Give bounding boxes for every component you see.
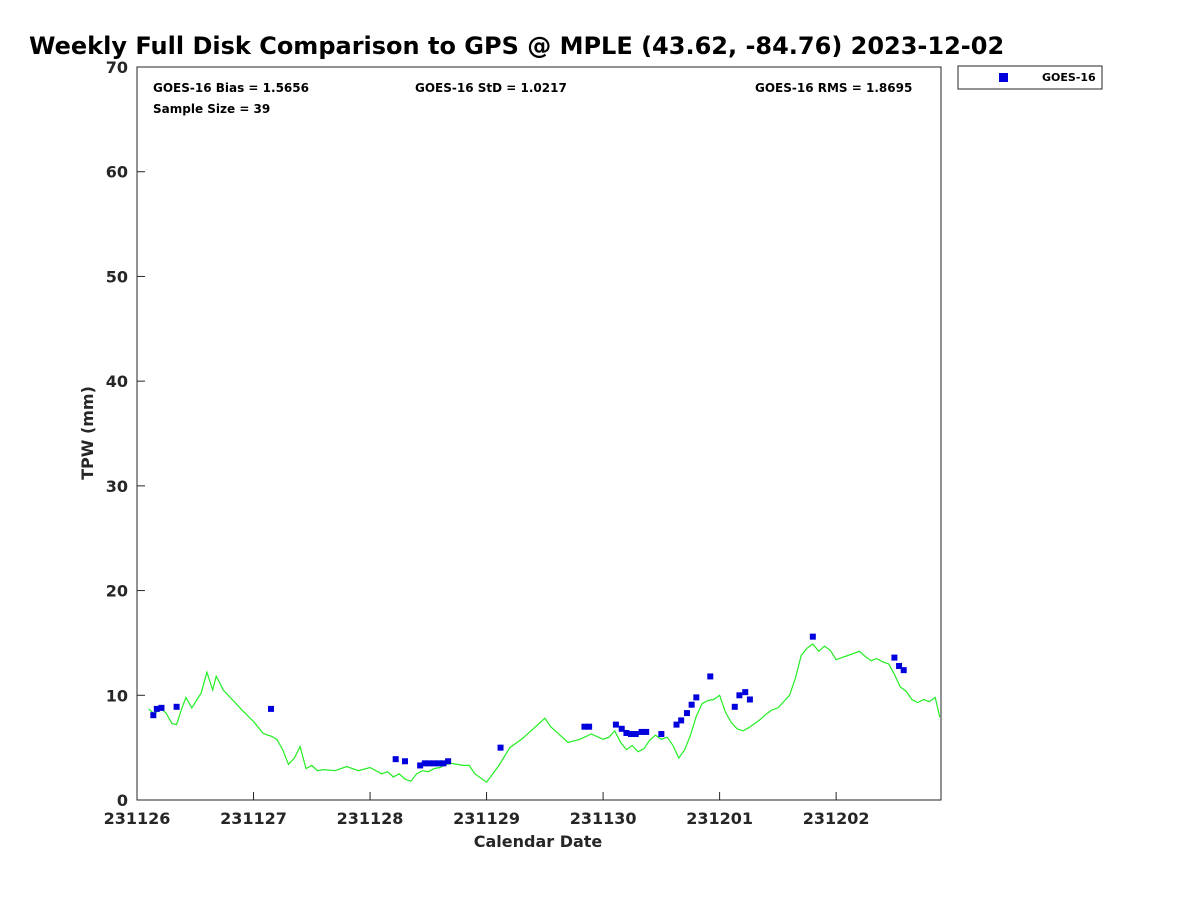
goes-16-point	[426, 760, 433, 767]
y-tick-label: 70	[106, 58, 128, 77]
x-tick-label: 231130	[570, 809, 637, 828]
x-tick-label: 231126	[104, 809, 171, 828]
rms-stat: GOES-16 RMS = 1.8695	[755, 81, 912, 95]
chart-title: Weekly Full Disk Comparison to GPS @ MPL…	[29, 32, 1004, 60]
goes-16-point	[612, 721, 619, 728]
x-tick-label: 231128	[337, 809, 404, 828]
sample-size-stat: Sample Size = 39	[153, 102, 270, 116]
bias-stat: GOES-16 Bias = 1.5656	[153, 81, 309, 95]
legend-box	[957, 65, 1103, 90]
legend-marker-goes-16	[999, 73, 1008, 82]
legend-label-goes-16: GOES-16	[1042, 71, 1096, 84]
goes-16-point	[150, 712, 157, 719]
y-tick-label: 40	[106, 372, 128, 391]
goes-16-point	[632, 731, 639, 738]
gps-line	[148, 643, 941, 784]
goes-16-point	[688, 701, 695, 708]
goes-16-point	[900, 667, 907, 674]
goes-16-point	[497, 744, 504, 751]
x-axis-label: Calendar Date	[474, 832, 603, 851]
y-tick-label: 60	[106, 163, 128, 182]
goes-16-point	[678, 717, 685, 724]
goes-16-point	[153, 705, 160, 712]
axes-frame	[136, 66, 942, 801]
goes-16-point	[638, 728, 645, 735]
y-tick-label: 30	[106, 477, 128, 496]
x-tick-label: 231201	[686, 809, 753, 828]
goes-16-point	[707, 673, 714, 680]
goes-16-point	[628, 731, 635, 738]
goes-16-point	[581, 723, 588, 730]
x-axis: 231126 231127 231128 231129 231130 231201 2312…	[104, 792, 870, 828]
goes-16-point	[809, 633, 816, 640]
goes-16-point	[746, 696, 753, 703]
x-tick-label: 231127	[220, 809, 287, 828]
goes-16-point	[742, 689, 749, 696]
goes-16-point	[643, 728, 650, 735]
goes-16-point	[731, 703, 738, 710]
gps-series	[148, 643, 941, 784]
x-tick-label: 231202	[803, 809, 870, 828]
goes-16-point	[683, 710, 690, 717]
y-axis-label: TPW (mm)	[78, 386, 97, 480]
goes-16-point	[891, 654, 898, 661]
goes-16-point	[173, 703, 180, 710]
goes-16-point	[417, 762, 424, 769]
y-tick-label: 10	[106, 686, 128, 705]
goes-16-point	[431, 760, 438, 767]
goes-16-point	[673, 721, 680, 728]
goes-16-series	[150, 633, 907, 769]
goes-16-point	[158, 704, 165, 711]
goes-16-point	[693, 694, 700, 701]
goes-16-point	[392, 756, 399, 763]
y-axis: 0 10 20 30 40 50 60 70	[106, 58, 145, 810]
y-tick-label: 20	[106, 582, 128, 601]
goes-16-point	[402, 758, 408, 765]
legend: GOES-16	[957, 65, 1103, 90]
std-stat: GOES-16 StD = 1.0217	[415, 81, 567, 95]
goes-16-point	[440, 760, 447, 767]
goes-16-point	[435, 760, 442, 767]
goes-16-point	[618, 725, 625, 732]
goes-16-point	[445, 758, 452, 765]
y-tick-label: 50	[106, 267, 128, 286]
y-tick-label: 0	[117, 791, 128, 810]
x-tick-label: 231129	[453, 809, 520, 828]
plot-area	[136, 66, 942, 801]
goes-16-point	[421, 760, 428, 767]
goes-16-point	[586, 723, 593, 730]
goes-16-point	[623, 729, 630, 736]
goes-16-point	[658, 731, 665, 738]
goes-16-point	[736, 692, 743, 699]
goes-16-point	[268, 705, 274, 712]
goes-16-point	[896, 662, 903, 669]
